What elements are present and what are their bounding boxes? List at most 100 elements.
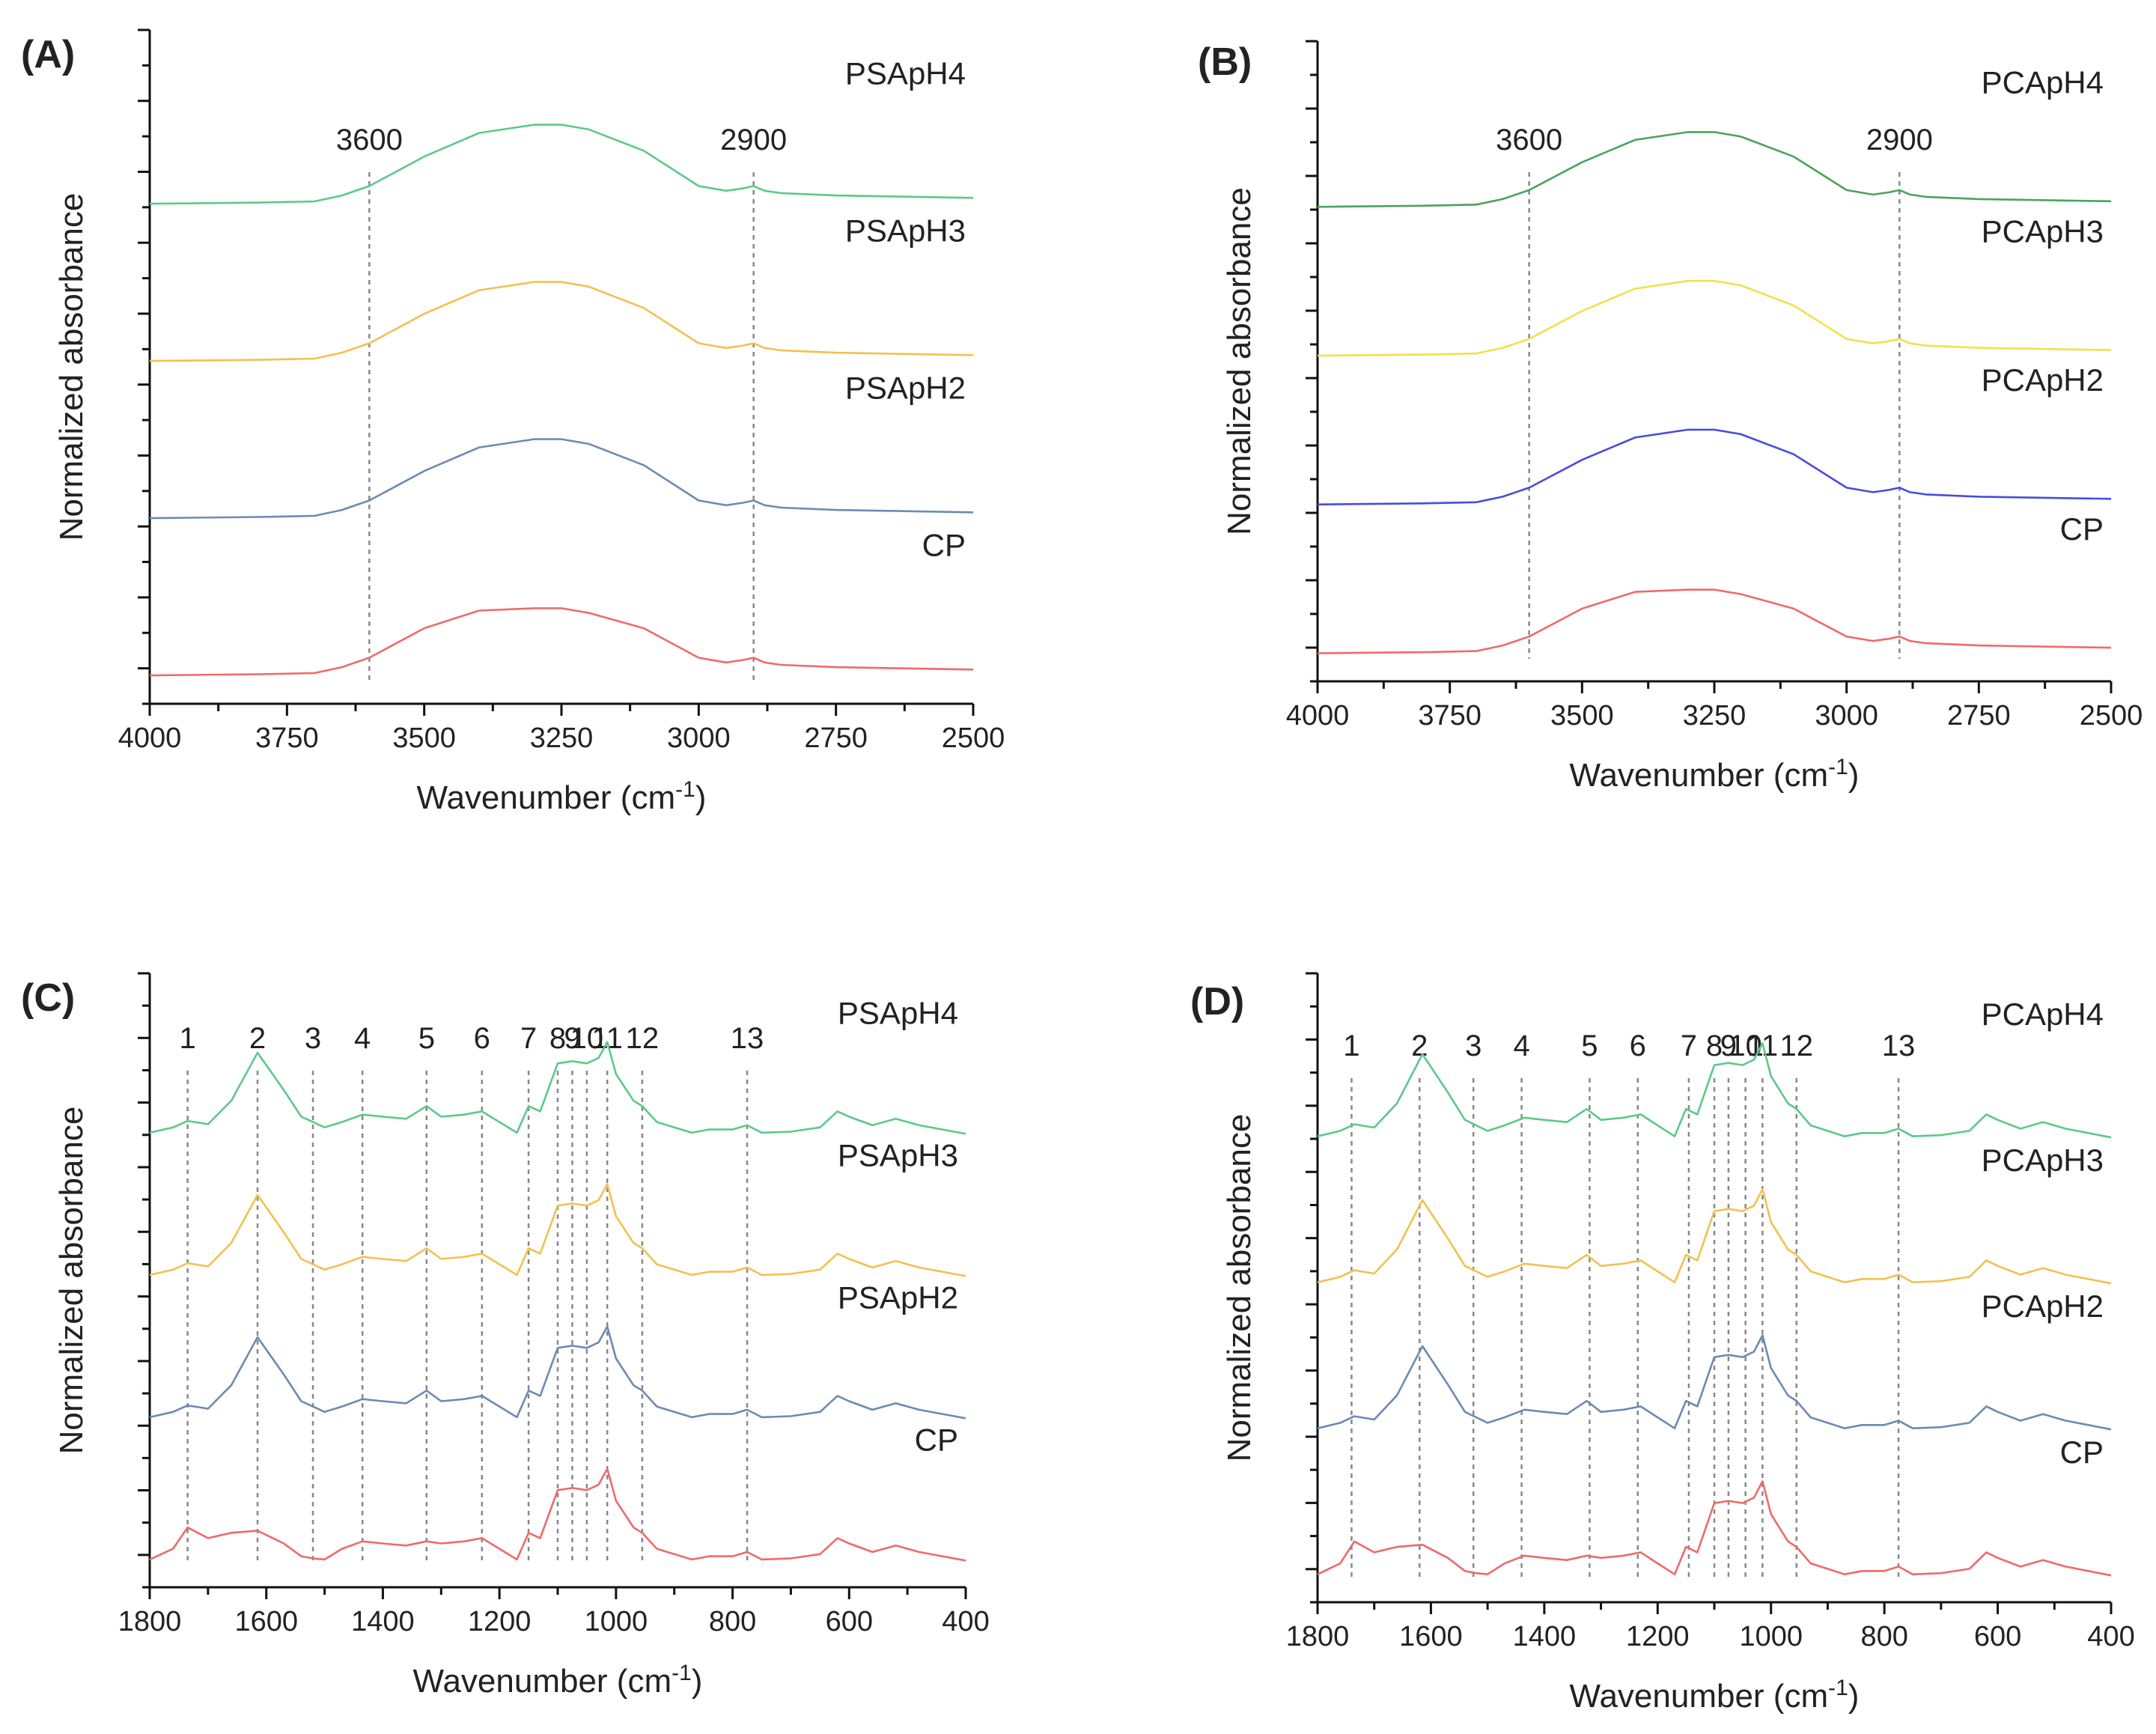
y-axis-title: Normalized absorbance bbox=[53, 1107, 90, 1455]
x-tick-label: 1200 bbox=[468, 1606, 532, 1637]
series-label: PSApH2 bbox=[838, 1280, 958, 1315]
panel-letter: (A) bbox=[21, 33, 75, 76]
panel-d: (D) 1800 1600 1400 1200 1000 800 600 400 Wavenumb… bbox=[1190, 972, 2135, 1715]
x-tick-label: 4000 bbox=[1286, 700, 1350, 731]
series-line bbox=[1317, 1480, 2112, 1577]
peak-label: 8 bbox=[549, 1022, 566, 1055]
peak-label: 3600 bbox=[1496, 124, 1562, 156]
x-tick-label: 3250 bbox=[1683, 700, 1747, 731]
peak-label: 4 bbox=[354, 1022, 371, 1055]
x-tick-label: 2750 bbox=[804, 722, 868, 754]
x-tick-label: 1800 bbox=[1286, 1621, 1350, 1652]
series-label: PCApH4 bbox=[1982, 65, 2104, 100]
series-line bbox=[149, 281, 974, 362]
peak-label: 11 bbox=[591, 1022, 623, 1055]
series-label: PSApH4 bbox=[845, 56, 966, 91]
series-line bbox=[149, 607, 974, 677]
series-line bbox=[1317, 1188, 2112, 1285]
x-tick-label: 600 bbox=[826, 1606, 873, 1637]
peak-label: 7 bbox=[520, 1022, 537, 1055]
peak-label: 3 bbox=[1465, 1029, 1482, 1062]
series-line bbox=[1317, 279, 2112, 357]
peak-label: 2900 bbox=[1866, 124, 1933, 156]
panel-letter: (C) bbox=[21, 976, 75, 1020]
peak-label: 1 bbox=[179, 1022, 195, 1055]
x-tick-label: 1200 bbox=[1626, 1621, 1690, 1652]
peak-label: 9 bbox=[1720, 1029, 1737, 1062]
peak-label: 5 bbox=[1581, 1029, 1598, 1062]
series-label: PCApH2 bbox=[1982, 362, 2104, 398]
series-line bbox=[149, 1325, 966, 1420]
y-axis-title: Normalized absorbance bbox=[53, 193, 90, 541]
series-label: PCApH3 bbox=[1982, 1143, 2104, 1178]
series-line bbox=[149, 124, 974, 205]
series-line bbox=[149, 1041, 966, 1135]
panel-letter: (B) bbox=[1198, 40, 1252, 84]
panel-c: (C) 1800 1600 1400 1200 1000 800 600 400 Wavenumb… bbox=[21, 972, 990, 1700]
x-tick-label: 2500 bbox=[2080, 700, 2143, 731]
series-label: PCApH3 bbox=[1982, 213, 2104, 249]
series-label: PCApH4 bbox=[1982, 997, 2104, 1032]
peak-label: 1 bbox=[1343, 1029, 1359, 1062]
panel-letter: (D) bbox=[1190, 980, 1244, 1023]
x-tick-label: 1000 bbox=[1739, 1621, 1803, 1652]
x-tick-label: 1400 bbox=[351, 1606, 415, 1637]
series-line bbox=[1317, 588, 2112, 654]
peak-label: 6 bbox=[474, 1022, 490, 1055]
x-tick-label: 3000 bbox=[1815, 700, 1878, 731]
peak-label: 7 bbox=[1681, 1029, 1697, 1062]
series-line bbox=[1317, 1334, 2112, 1431]
panel-b: (B) 4000 3750 3500 3250 3000 2750 2500 Wavenumbe… bbox=[1198, 40, 2143, 794]
peak-label: 13 bbox=[731, 1022, 764, 1055]
series-line bbox=[1317, 428, 2112, 506]
x-tick-label: 1600 bbox=[234, 1606, 298, 1637]
peak-label: 8 bbox=[1706, 1029, 1723, 1062]
x-tick-label: 3500 bbox=[1550, 700, 1614, 731]
x-axis-title: Wavenumber (cm-1) bbox=[417, 777, 707, 816]
peak-label: 6 bbox=[1630, 1029, 1646, 1062]
peak-label: 2 bbox=[1411, 1029, 1428, 1062]
series-line bbox=[149, 1183, 966, 1277]
peak-label: 10 bbox=[1729, 1029, 1762, 1062]
x-tick-label: 3750 bbox=[1418, 700, 1482, 731]
series-label: PSApH3 bbox=[838, 1138, 958, 1173]
x-tick-label: 600 bbox=[1974, 1621, 2021, 1652]
series-label: PCApH2 bbox=[1982, 1289, 2104, 1324]
x-tick-label: 400 bbox=[942, 1606, 989, 1637]
series-label: CP bbox=[915, 1423, 958, 1458]
peak-label: 3 bbox=[305, 1022, 321, 1055]
x-axis-title: Wavenumber (cm-1) bbox=[413, 1661, 703, 1700]
x-tick-label: 1400 bbox=[1513, 1621, 1577, 1652]
peak-label: 10 bbox=[570, 1022, 604, 1055]
peak-label: 13 bbox=[1882, 1029, 1916, 1062]
peak-label: 12 bbox=[1780, 1029, 1814, 1062]
x-tick-label: 1800 bbox=[118, 1606, 182, 1637]
peak-label: 2900 bbox=[720, 124, 787, 156]
y-axis-title: Normalized absorbance bbox=[1221, 187, 1258, 535]
x-tick-label: 1000 bbox=[585, 1606, 648, 1637]
series-label: PSApH2 bbox=[845, 371, 966, 406]
panel-a: (A) 4000 3750 3500 3250 3000 2750 2500 Wavenumbe… bbox=[21, 28, 1005, 816]
x-axis-title: Wavenumber (cm-1) bbox=[1570, 1676, 1860, 1715]
x-tick-label: 3750 bbox=[255, 722, 319, 754]
series-line bbox=[149, 438, 974, 520]
peak-label: 12 bbox=[626, 1022, 660, 1055]
series-line bbox=[1317, 1042, 2112, 1139]
x-tick-label: 3500 bbox=[392, 722, 456, 754]
series-label: CP bbox=[922, 528, 966, 563]
x-tick-label: 800 bbox=[1860, 1621, 1907, 1652]
series-line bbox=[149, 1467, 966, 1562]
peak-label: 5 bbox=[418, 1022, 435, 1055]
x-tick-label: 800 bbox=[709, 1606, 756, 1637]
series-label: PSApH4 bbox=[838, 996, 958, 1031]
peak-label: 9 bbox=[564, 1022, 580, 1055]
x-axis-title: Wavenumber (cm-1) bbox=[1570, 755, 1860, 794]
series-label: PSApH3 bbox=[845, 213, 966, 249]
x-tick-label: 4000 bbox=[118, 722, 182, 754]
x-tick-label: 2500 bbox=[942, 722, 1005, 754]
x-tick-label: 1600 bbox=[1399, 1621, 1463, 1652]
peak-label: 4 bbox=[1513, 1029, 1529, 1062]
y-axis-title: Normalized absorbance bbox=[1221, 1114, 1258, 1462]
x-tick-label: 3000 bbox=[667, 722, 731, 754]
